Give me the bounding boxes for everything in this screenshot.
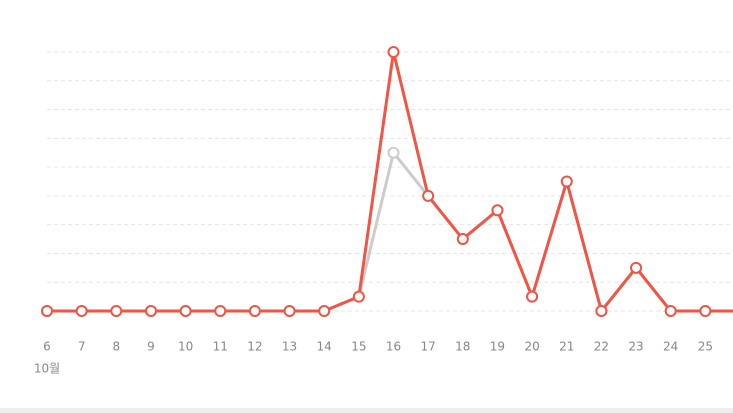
bottom-bar	[0, 408, 733, 413]
point-marker	[387, 46, 400, 58]
x-tick-label: 17	[421, 340, 436, 354]
point-marker	[248, 305, 261, 317]
point-marker	[179, 305, 192, 317]
point-marker	[352, 290, 365, 303]
point-marker	[387, 146, 400, 159]
point-marker	[699, 305, 712, 317]
point-marker	[214, 305, 227, 317]
x-tick-label: 18	[455, 340, 470, 354]
series-line	[47, 50, 733, 313]
x-tick-label: 24	[663, 340, 678, 354]
x-tick-label: 13	[282, 340, 297, 354]
point-marker	[595, 305, 608, 317]
x-tick-label: 25	[698, 340, 713, 354]
x-tick-label: 12	[247, 340, 262, 354]
x-tick-label: 21	[559, 340, 574, 354]
point-marker	[422, 189, 435, 202]
point-marker	[318, 305, 331, 317]
x-group-label: 10월	[34, 362, 60, 376]
x-tick-label: 19	[490, 340, 505, 354]
point-marker	[526, 290, 539, 303]
series-line	[47, 151, 733, 313]
x-tick-label: 14	[317, 340, 332, 354]
x-tick-label: 23	[628, 340, 643, 354]
x-tick-label: 11	[213, 340, 228, 354]
x-tick-label: 8	[112, 340, 120, 354]
point-marker	[664, 305, 677, 317]
point-marker	[144, 305, 157, 317]
x-tick-label: 22	[594, 340, 609, 354]
point-marker	[491, 204, 504, 217]
x-tick-label: 7	[78, 340, 86, 354]
x-tick-label: 20	[524, 340, 539, 354]
point-marker	[41, 305, 53, 317]
point-marker	[110, 305, 123, 317]
point-marker	[75, 305, 88, 317]
point-marker	[283, 305, 296, 317]
x-tick-label: 16	[386, 340, 401, 354]
x-tick-label: 10	[178, 340, 193, 354]
point-marker	[456, 233, 469, 246]
point-marker	[630, 261, 643, 274]
x-tick-label: 9	[147, 340, 155, 354]
x-tick-label: 15	[351, 340, 366, 354]
point-marker	[560, 175, 573, 188]
x-tick-label: 6	[43, 340, 51, 354]
